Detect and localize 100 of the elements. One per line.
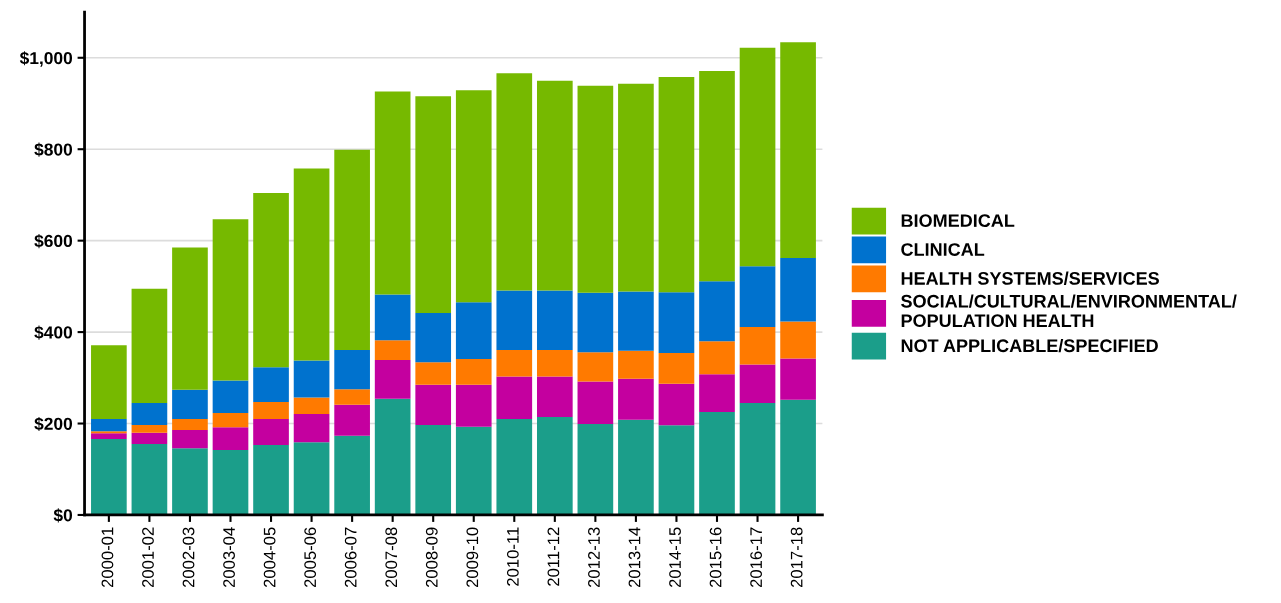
bar [293,413,330,443]
bar [293,168,330,361]
legend-label: BIOMEDICAL [901,214,1015,228]
bar [658,292,695,354]
bar [496,349,533,377]
bar [618,291,654,351]
x-tick-label: 2002-03 [182,527,195,588]
x-tick-label: 2001-02 [142,527,154,588]
x-tick-label: 2006-07 [344,527,357,588]
bar [455,359,492,385]
bar [131,432,168,445]
bar [415,312,452,363]
bar [374,294,411,341]
bar [374,91,411,295]
bar [577,423,614,515]
bar [91,345,127,419]
bar [739,327,776,365]
bar [658,353,695,384]
bar [415,362,452,385]
x-tick-label: 2004-05 [263,527,276,588]
bar [212,450,249,515]
x-tick-label: 2016-17 [750,527,763,588]
bar [577,381,614,424]
bar [780,42,816,259]
bar [212,427,249,451]
x-tick-label: 2005-06 [304,527,317,588]
x-tick-label: 2008-09 [425,527,438,588]
bar [455,90,492,303]
bar [131,402,168,425]
bar [415,384,452,425]
bar [212,413,249,428]
bar [618,350,654,379]
bar [131,424,168,433]
bar [455,384,492,427]
bar [253,367,289,403]
bar [618,419,654,515]
bar [739,402,776,515]
bar [536,290,573,350]
bar [334,149,370,350]
x-tick-label: 2015-16 [709,527,722,588]
bar [91,439,127,515]
bar [374,340,411,360]
bar [455,426,492,515]
legend-label: HEALTH SYSTEMS/SERVICES [901,271,1159,285]
bar [577,352,614,382]
y-tick-label: $400 [34,325,73,340]
bar [374,359,411,399]
bar [172,247,208,390]
bar [658,76,695,293]
bar [91,418,127,432]
bar [618,378,654,420]
bar [699,412,735,515]
bar [699,71,735,282]
x-tick-label: 2014-15 [669,527,681,588]
x-tick-label: 2013-14 [628,527,641,588]
bar [253,418,289,446]
bar [780,258,816,322]
x-tick-label: 2003-04 [223,527,235,588]
bar [739,266,776,328]
y-tick-label: $1,000 [19,51,73,67]
bar [536,80,573,291]
bar [334,435,370,515]
bar [699,341,735,375]
bar [577,85,614,293]
bar [455,302,492,360]
bar [172,448,208,515]
x-tick-label: 2017-18 [790,527,803,588]
bar [293,442,330,515]
bar [91,433,127,440]
y-tick-label: $0 [53,508,73,523]
bar [334,389,370,405]
bar [536,417,573,515]
bar [212,219,249,381]
bar [739,364,776,403]
bar [739,47,776,267]
bar [496,73,533,291]
bar [658,425,695,515]
y-tick-label: $800 [34,142,73,157]
bar [131,288,168,403]
bar [172,389,208,419]
bar [780,358,816,400]
bar [658,383,695,426]
bar [374,398,411,515]
y-tick-label: $200 [34,416,73,432]
x-tick-label: 2007-08 [385,527,398,588]
bar [293,360,330,398]
x-tick-label: 2012-13 [588,527,600,588]
bar [496,376,533,419]
x-tick-label: 2011-12 [547,527,560,586]
bar [496,290,533,350]
bar [212,380,249,414]
legend-label: CLINICAL [901,243,985,256]
bar [415,96,452,313]
bar [577,292,614,353]
bar [618,83,654,292]
legend-label: NOT APPLICABLE/SPECIFIED [901,338,1158,353]
x-tick-label: 2000-01 [101,527,114,588]
bar [415,424,452,515]
bar [699,374,735,413]
bar [172,429,208,449]
